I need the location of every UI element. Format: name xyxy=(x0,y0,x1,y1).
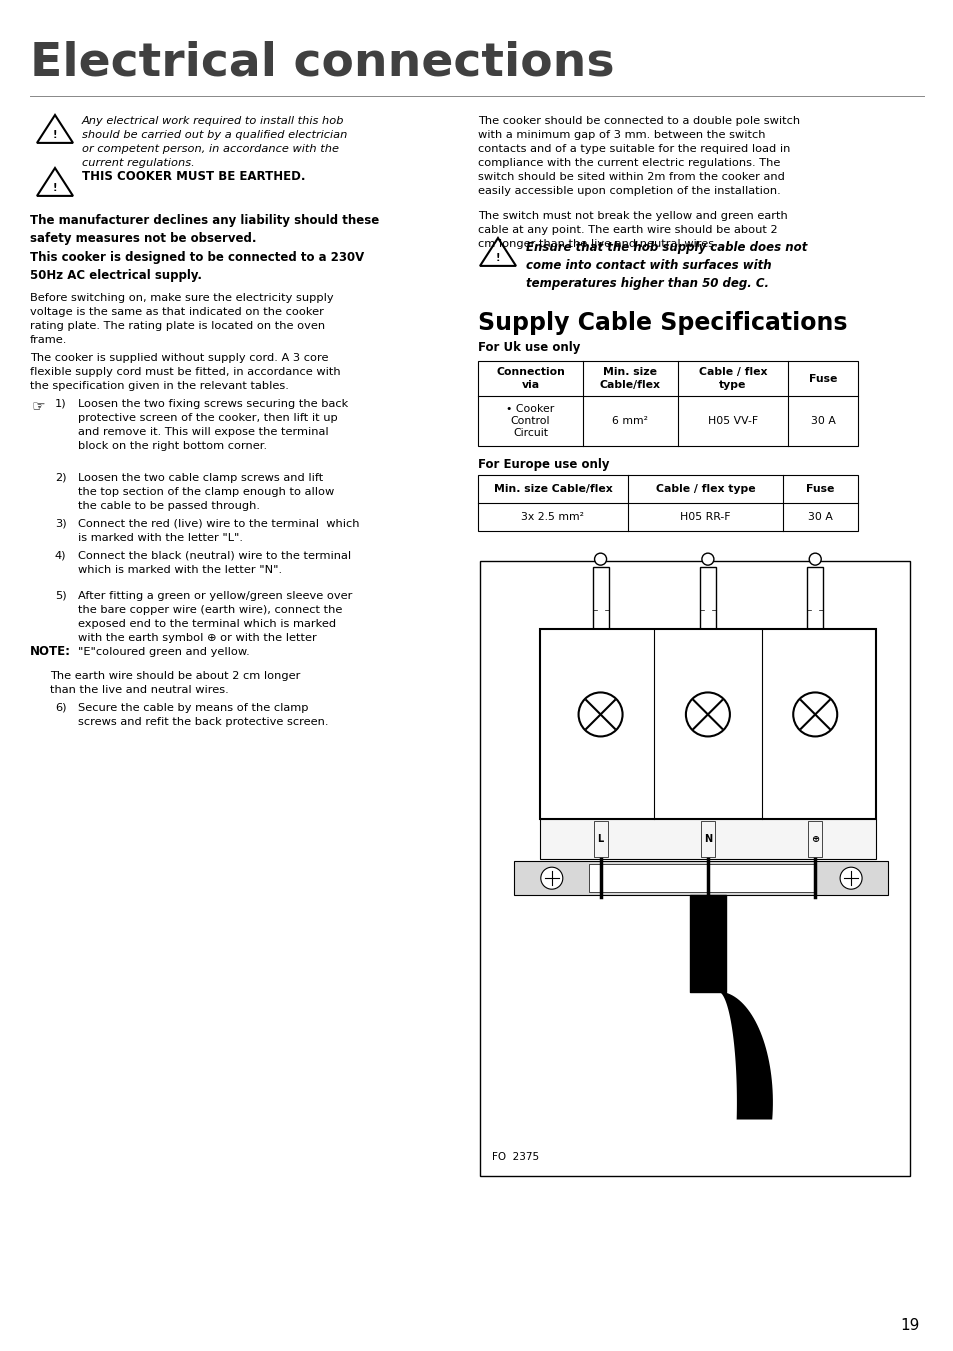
Text: 6): 6) xyxy=(55,703,67,713)
Text: Cable / flex
type: Cable / flex type xyxy=(698,367,766,389)
Text: THIS COOKER MUST BE EARTHED.: THIS COOKER MUST BE EARTHED. xyxy=(82,169,305,182)
Text: Before switching on, make sure the electricity supply
voltage is the same as tha: Before switching on, make sure the elect… xyxy=(30,293,334,345)
Text: ☞: ☞ xyxy=(32,399,46,413)
Circle shape xyxy=(808,553,821,565)
Circle shape xyxy=(840,867,862,889)
Bar xyxy=(479,561,909,1175)
Text: 1): 1) xyxy=(55,399,67,409)
Text: 2): 2) xyxy=(55,473,67,484)
Text: Loosen the two fixing screws securing the back
protective screen of the cooker, : Loosen the two fixing screws securing th… xyxy=(78,399,348,451)
Text: The earth wire should be about 2 cm longer
than the live and neutral wires.: The earth wire should be about 2 cm long… xyxy=(50,671,300,694)
Text: The switch must not break the yellow and green earth
cable at any point. The ear: The switch must not break the yellow and… xyxy=(477,211,787,249)
Text: Secure the cable by means of the clamp
screws and refit the back protective scre: Secure the cable by means of the clamp s… xyxy=(78,703,328,727)
Text: !: ! xyxy=(52,182,57,193)
Bar xyxy=(589,865,813,892)
Circle shape xyxy=(701,553,713,565)
Text: Min. size Cable/flex: Min. size Cable/flex xyxy=(493,484,612,494)
Text: Connect the black (neutral) wire to the terminal
which is marked with the letter: Connect the black (neutral) wire to the … xyxy=(78,551,351,576)
Text: ⊕: ⊕ xyxy=(810,835,819,844)
Text: Cable / flex type: Cable / flex type xyxy=(655,484,755,494)
Text: The manufacturer declines any liability should these
safety measures not be obse: The manufacturer declines any liability … xyxy=(30,213,379,245)
Bar xyxy=(807,821,821,858)
Text: H05 RR-F: H05 RR-F xyxy=(679,512,730,521)
Text: 3): 3) xyxy=(55,519,67,530)
Circle shape xyxy=(792,693,837,736)
Bar xyxy=(477,361,857,446)
Text: Fuse: Fuse xyxy=(808,373,837,384)
Bar xyxy=(700,567,715,628)
Text: For Uk use only: For Uk use only xyxy=(477,340,579,354)
Text: L: L xyxy=(597,835,603,844)
Text: The cooker is supplied without supply cord. A 3 core
flexible supply cord must b: The cooker is supplied without supply co… xyxy=(30,353,340,390)
Text: The cooker should be connected to a double pole switch
with a minimum gap of 3 m: The cooker should be connected to a doub… xyxy=(477,116,800,196)
Text: 30 A: 30 A xyxy=(810,416,835,426)
Bar xyxy=(539,628,875,819)
Text: • Cooker
Control
Circuit: • Cooker Control Circuit xyxy=(506,404,554,439)
Bar xyxy=(593,821,607,858)
Circle shape xyxy=(578,693,622,736)
Text: Supply Cable Specifications: Supply Cable Specifications xyxy=(477,311,846,335)
Text: 4): 4) xyxy=(55,551,67,561)
Text: Ensure that the hob supply cable does not
come into contact with surfaces with
t: Ensure that the hob supply cable does no… xyxy=(525,240,806,290)
Text: 6 mm²: 6 mm² xyxy=(612,416,648,426)
Text: For Europe use only: For Europe use only xyxy=(477,458,609,471)
Text: NOTE:: NOTE: xyxy=(30,644,71,658)
Polygon shape xyxy=(718,992,772,1120)
Text: 30 A: 30 A xyxy=(807,512,832,521)
Circle shape xyxy=(685,693,729,736)
Bar xyxy=(539,819,875,859)
Bar xyxy=(700,821,714,858)
Text: Connect the red (live) wire to the terminal  which
is marked with the letter "L": Connect the red (live) wire to the termi… xyxy=(78,519,359,543)
Text: !: ! xyxy=(496,253,499,263)
Text: Any electrical work required to install this hob
should be carried out by a qual: Any electrical work required to install … xyxy=(82,116,347,168)
Text: 19: 19 xyxy=(900,1319,919,1333)
Text: N: N xyxy=(703,835,711,844)
Bar xyxy=(592,567,608,628)
Text: Electrical connections: Electrical connections xyxy=(30,41,614,86)
Bar xyxy=(806,567,822,628)
Text: Connection
via: Connection via xyxy=(496,367,564,389)
Text: Min. size
Cable/flex: Min. size Cable/flex xyxy=(599,367,660,389)
Bar xyxy=(514,862,887,896)
Text: Loosen the two cable clamp screws and lift
the top section of the clamp enough t: Loosen the two cable clamp screws and li… xyxy=(78,473,334,511)
Text: This cooker is designed to be connected to a 230V
50Hz AC electrical supply.: This cooker is designed to be connected … xyxy=(30,251,364,282)
Circle shape xyxy=(540,867,562,889)
Bar xyxy=(477,476,857,531)
Text: H05 VV-F: H05 VV-F xyxy=(707,416,758,426)
Circle shape xyxy=(594,553,606,565)
Text: !: ! xyxy=(52,130,57,139)
Text: 3x 2.5 mm²: 3x 2.5 mm² xyxy=(521,512,584,521)
Text: Fuse: Fuse xyxy=(805,484,834,494)
Text: 5): 5) xyxy=(55,590,67,601)
Text: After fitting a green or yellow/green sleeve over
the bare copper wire (earth wi: After fitting a green or yellow/green sl… xyxy=(78,590,352,657)
Text: FO  2375: FO 2375 xyxy=(492,1152,538,1162)
